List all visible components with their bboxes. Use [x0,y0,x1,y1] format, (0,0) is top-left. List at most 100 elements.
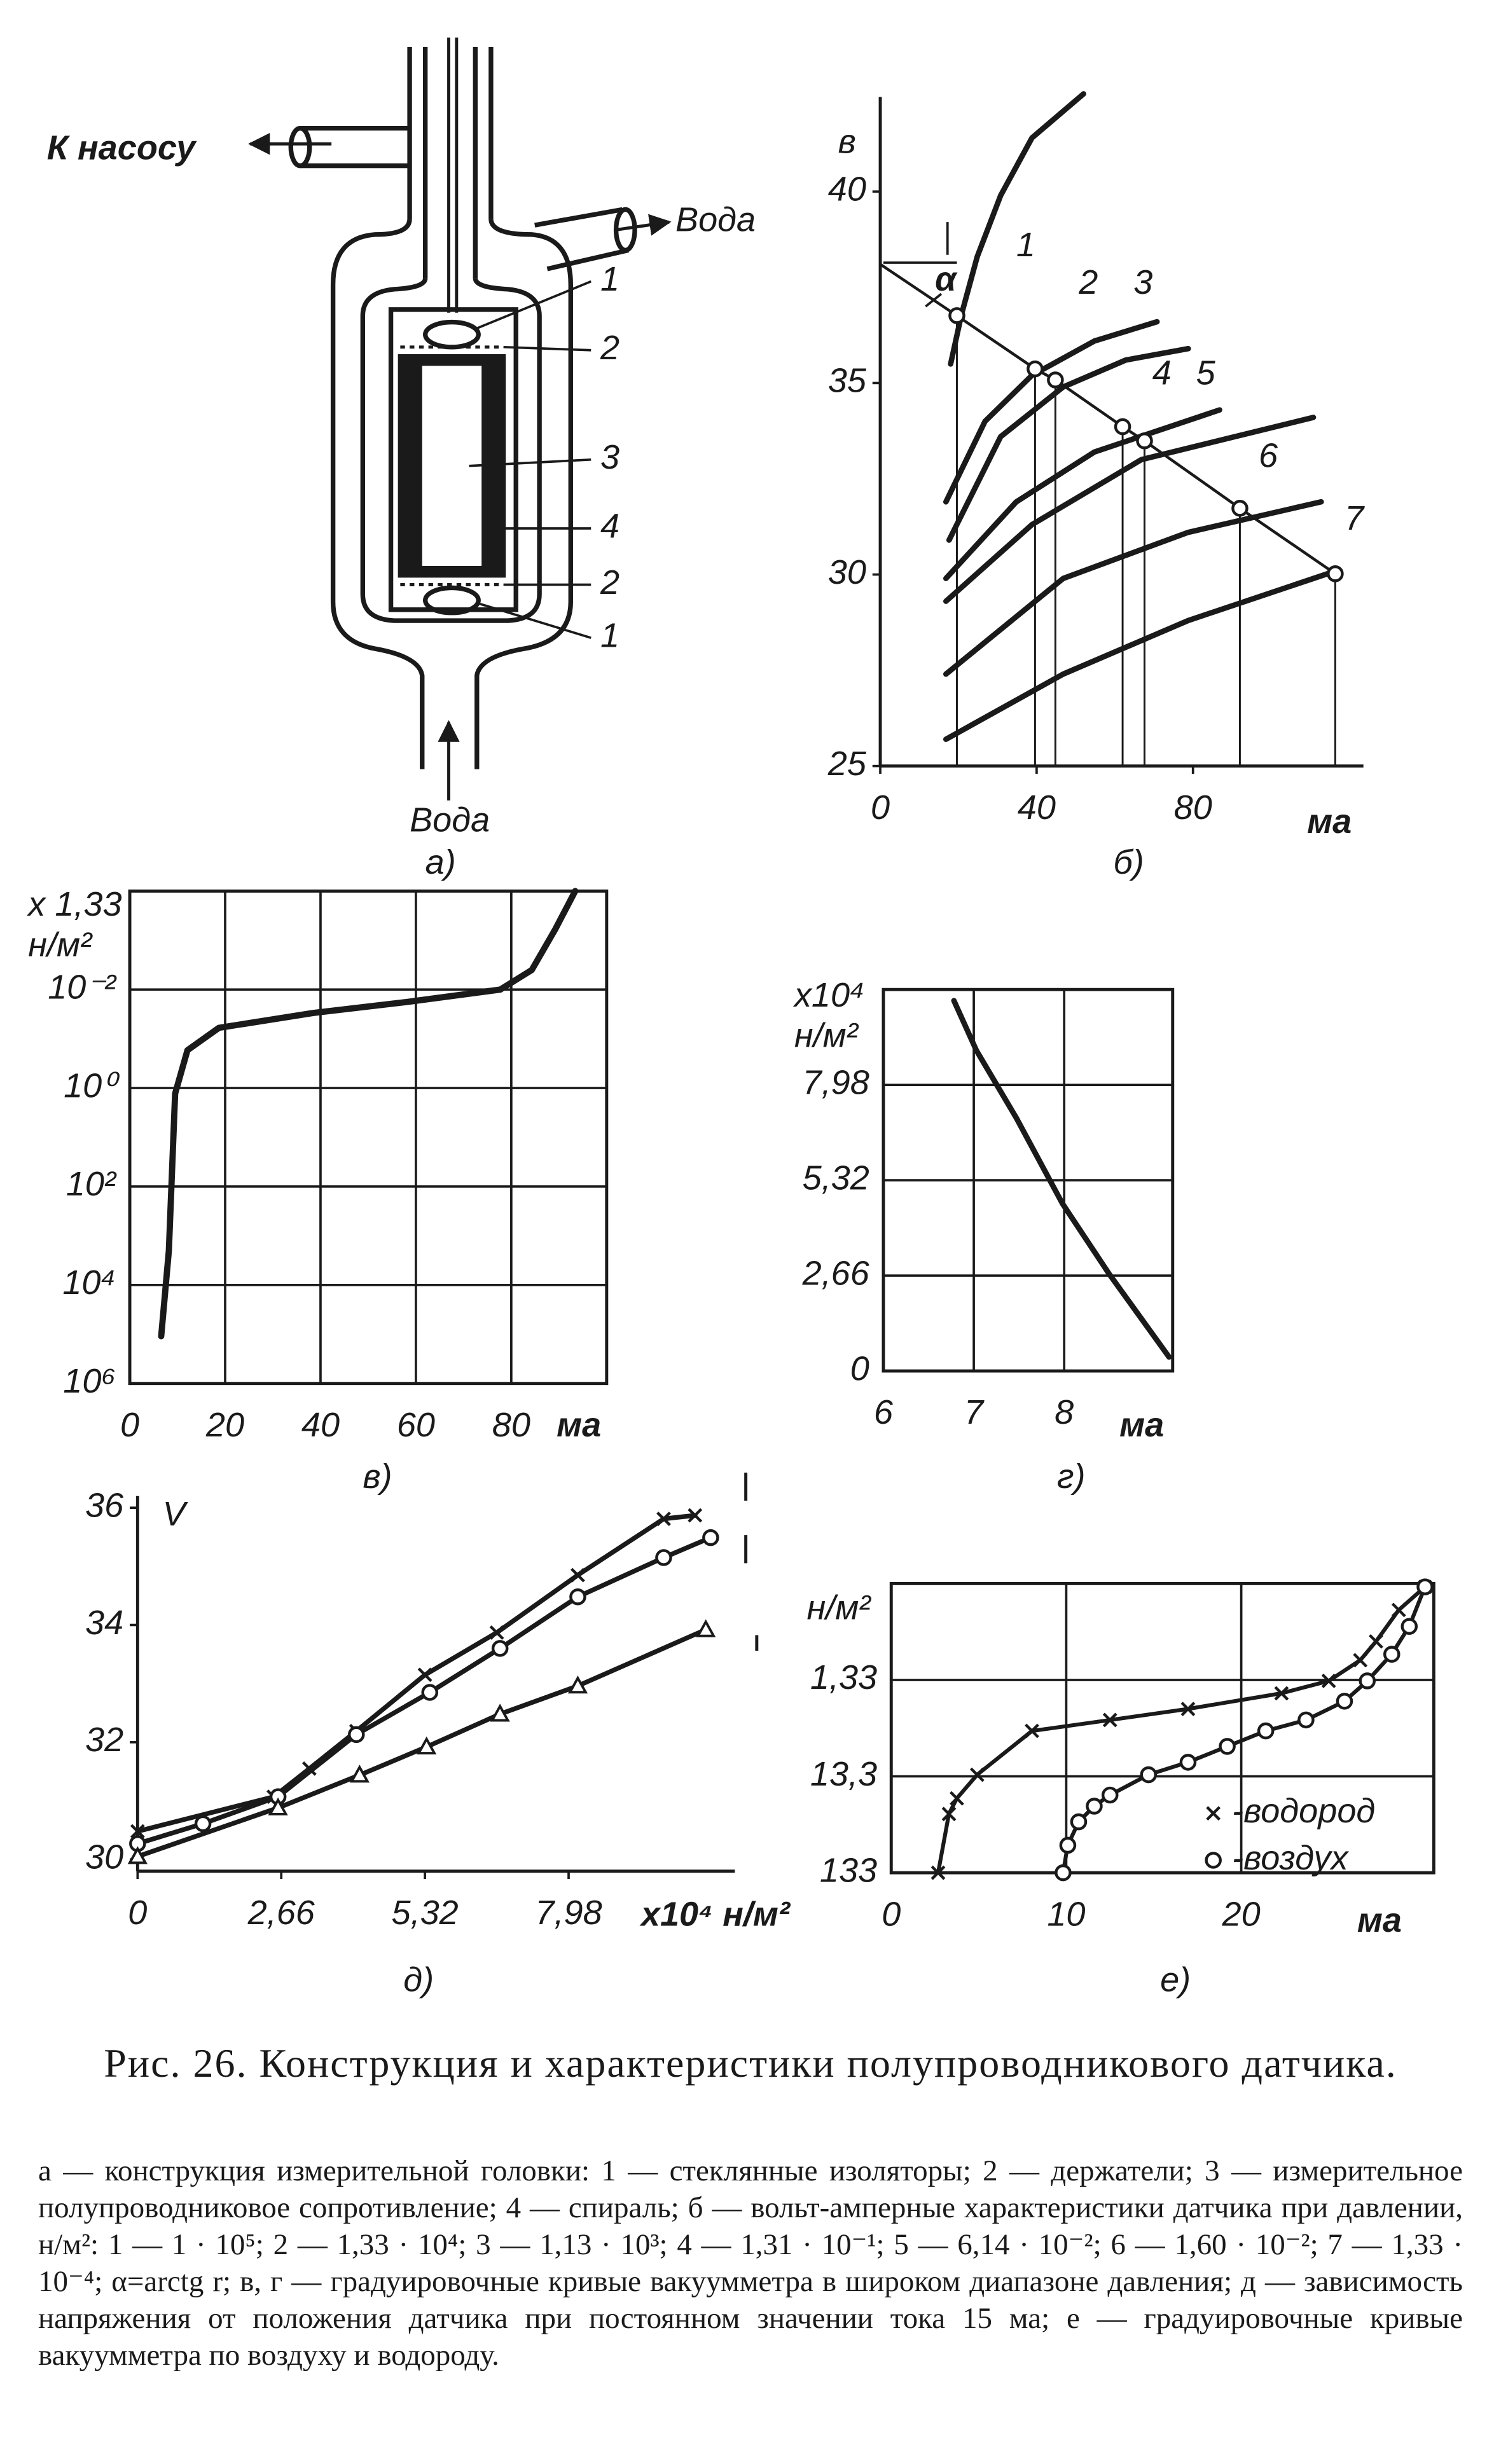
curve-label: 5 [1196,354,1216,392]
x-axis-label: x10⁴ н/м² [639,1895,791,1933]
point [1231,500,1249,517]
x-tick-label: 40 [301,1406,340,1444]
x-tick-label: 0 [128,1894,147,1932]
point [127,1846,148,1864]
y-axis-label: V [163,1495,189,1533]
legend-label: -воздух [1232,1839,1349,1877]
water-in-label: Вода [410,801,490,839]
x-axis-label: ма [1307,802,1352,841]
point [1297,1711,1315,1729]
x-tick-label: 60 [397,1406,435,1444]
insulator [422,319,481,350]
caption-title: Рис. 26. Конструкция и характеристики по… [104,2041,1397,2086]
series-line [135,1627,709,1859]
x-axis-label: ма [1357,1901,1402,1939]
insulator [422,585,481,616]
x-tick-label: 8 [1055,1393,1074,1431]
y-tick-label: 10⁰ [64,1066,120,1105]
load-line [878,263,1337,575]
y-tick-label: 2,66 [802,1254,870,1292]
callout: 1 [600,260,619,298]
y-tick-label: 25 [827,745,867,783]
point [1327,565,1344,582]
point [1136,432,1153,450]
x-tick-label: 5,32 [391,1894,458,1932]
x-tick-label: 0 [120,1406,139,1444]
x-tick-label: 2,66 [247,1894,315,1932]
point [130,1824,145,1839]
point [1059,1836,1077,1854]
series-line [951,998,1172,1360]
point [1086,1798,1103,1815]
y-tick-label: 5,32 [803,1159,869,1197]
x-tick-label: 20 [205,1406,244,1444]
point [489,1625,504,1640]
x-tick-label: 7 [964,1393,985,1431]
legend-marker [1205,1852,1222,1869]
curve-label: 4 [1152,354,1172,392]
point [1369,1634,1383,1649]
y-axis-label: x 1,33 [26,885,121,923]
pump-tube [300,125,410,169]
point [417,1667,432,1683]
y-tick-label: 40 [828,170,866,209]
series-line [943,568,1340,742]
curve-label: 2 [1078,263,1098,301]
y-tick-label: 13,3 [810,1755,877,1793]
top-tube [407,46,494,279]
point [1140,1766,1158,1784]
callout: 2 [600,563,619,602]
series-line [943,415,1317,604]
curve-label: 1 [1016,226,1035,264]
point [1383,1646,1401,1663]
point [490,1703,510,1722]
panel-label: б) [1113,843,1144,881]
x-tick-label: 80 [492,1406,530,1444]
panel-label: а) [425,843,456,881]
pump-tube-end [288,125,312,169]
x-tick-label: 40 [1018,788,1056,827]
point [1257,1722,1275,1740]
point [1416,1578,1434,1595]
point [1179,1754,1197,1771]
legend-label: -водород [1232,1792,1375,1830]
point [491,1640,509,1657]
callout: 4 [600,507,619,545]
point [1391,1602,1406,1618]
point [348,1726,365,1744]
panel-label: е) [1160,1961,1191,1999]
x-tick-label: 20 [1222,1895,1261,1933]
rods [447,38,459,313]
y-tick-label: 10⁴ [62,1263,116,1302]
callout-leaders [469,280,591,639]
point [1359,1672,1376,1690]
point [1180,1702,1196,1717]
x-tick-label: 80 [1174,788,1212,827]
series-line [943,499,1324,677]
x-axis-label: ма [557,1406,601,1444]
panel-label: д) [403,1961,434,1999]
y-tick-label: 30 [85,1838,123,1876]
pump-label: К насосу [47,128,197,167]
outer-envelope [330,218,573,769]
point [1027,360,1044,378]
curve-label: 6 [1259,437,1278,475]
point [1025,1723,1039,1738]
callout: 1 [600,616,619,654]
y-tick-label: 10⁻² [48,968,117,1006]
point [1274,1686,1289,1701]
point [1321,1674,1336,1688]
x-tick-label: 7,98 [535,1894,602,1932]
y-tick-label: 30 [828,553,866,591]
point [930,1865,946,1880]
curve-label: 3 [1133,263,1152,301]
y-tick-label: 133 [820,1851,877,1889]
water-out-label: Вода [675,200,756,238]
point [417,1736,437,1755]
y-tick-label: 10² [66,1165,117,1203]
y-tick-label: 7,98 [803,1063,869,1101]
y-tick-label: 32 [85,1721,123,1759]
